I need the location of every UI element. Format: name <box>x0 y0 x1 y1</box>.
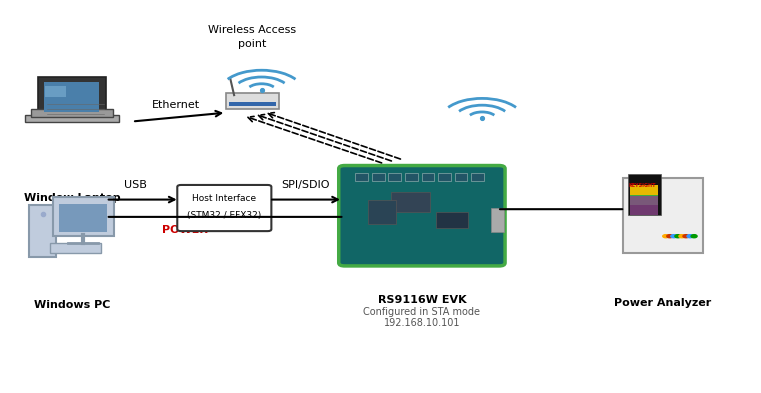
Circle shape <box>687 235 693 238</box>
Text: KEYSIGHT: KEYSIGHT <box>628 183 656 188</box>
FancyBboxPatch shape <box>29 206 56 257</box>
FancyBboxPatch shape <box>355 173 368 180</box>
Text: Window Laptop: Window Laptop <box>24 193 120 203</box>
Text: (STM32 / EFX32): (STM32 / EFX32) <box>187 211 262 220</box>
Text: USB: USB <box>125 180 148 189</box>
Text: with Iperf: with Iperf <box>47 206 97 216</box>
FancyBboxPatch shape <box>44 82 100 112</box>
FancyBboxPatch shape <box>629 196 658 215</box>
FancyBboxPatch shape <box>454 173 467 180</box>
FancyBboxPatch shape <box>25 115 119 122</box>
Text: RS9116W EVK: RS9116W EVK <box>377 295 466 305</box>
FancyBboxPatch shape <box>436 211 468 228</box>
Text: Host Interface: Host Interface <box>193 194 256 203</box>
FancyBboxPatch shape <box>372 173 384 180</box>
FancyBboxPatch shape <box>629 185 658 195</box>
FancyBboxPatch shape <box>59 204 107 232</box>
Text: SPI/SDIO: SPI/SDIO <box>281 180 330 189</box>
Circle shape <box>663 235 669 238</box>
FancyBboxPatch shape <box>177 185 272 231</box>
FancyBboxPatch shape <box>438 173 451 180</box>
Circle shape <box>683 235 689 238</box>
Text: 192.168.10.101: 192.168.10.101 <box>384 318 460 328</box>
FancyBboxPatch shape <box>49 243 100 253</box>
FancyBboxPatch shape <box>31 109 113 117</box>
Text: Power Analyzer: Power Analyzer <box>614 298 712 309</box>
FancyBboxPatch shape <box>53 197 113 236</box>
FancyBboxPatch shape <box>471 173 484 180</box>
FancyBboxPatch shape <box>622 178 702 253</box>
FancyBboxPatch shape <box>45 86 66 97</box>
FancyBboxPatch shape <box>37 77 106 115</box>
FancyBboxPatch shape <box>628 174 661 215</box>
FancyBboxPatch shape <box>405 173 418 180</box>
Text: Windows PC: Windows PC <box>33 300 110 310</box>
Circle shape <box>667 235 673 238</box>
Text: Ethernet: Ethernet <box>151 100 200 110</box>
Text: Configured in STA mode: Configured in STA mode <box>364 307 480 317</box>
FancyBboxPatch shape <box>339 165 505 266</box>
FancyBboxPatch shape <box>391 192 430 212</box>
Text: Wireless Access: Wireless Access <box>209 25 297 35</box>
FancyBboxPatch shape <box>629 195 658 205</box>
Text: point: point <box>238 39 267 49</box>
FancyBboxPatch shape <box>388 173 401 180</box>
Circle shape <box>679 235 685 238</box>
FancyBboxPatch shape <box>368 200 396 224</box>
Text: POWER: POWER <box>162 224 208 235</box>
Circle shape <box>691 235 697 238</box>
FancyBboxPatch shape <box>229 102 276 106</box>
FancyBboxPatch shape <box>422 173 435 180</box>
Circle shape <box>671 235 677 238</box>
FancyBboxPatch shape <box>491 208 504 231</box>
Circle shape <box>675 235 681 238</box>
FancyBboxPatch shape <box>226 93 279 109</box>
